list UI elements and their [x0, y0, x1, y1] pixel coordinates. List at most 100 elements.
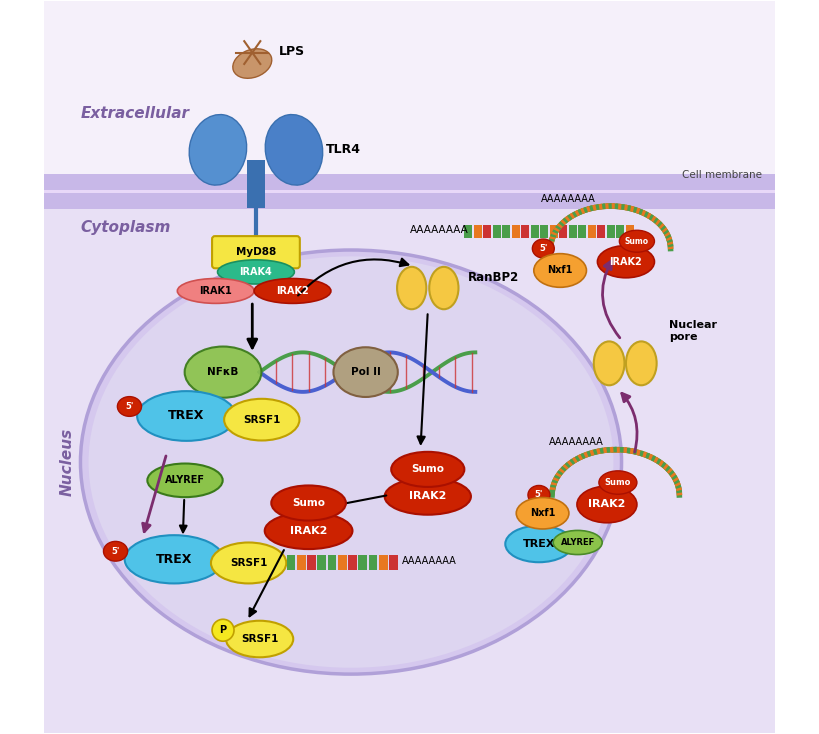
- Ellipse shape: [178, 278, 254, 303]
- Text: SRSF1: SRSF1: [243, 415, 280, 425]
- Text: Cytoplasm: Cytoplasm: [80, 219, 171, 235]
- Text: TLR4: TLR4: [325, 142, 360, 156]
- Ellipse shape: [117, 396, 142, 416]
- FancyBboxPatch shape: [550, 225, 558, 239]
- Text: IRAK2: IRAK2: [276, 286, 309, 296]
- FancyBboxPatch shape: [359, 555, 367, 570]
- Text: Sumo: Sumo: [625, 237, 649, 246]
- Text: Nxf1: Nxf1: [547, 266, 572, 275]
- Text: AAAAAAAA: AAAAAAAA: [541, 194, 596, 204]
- FancyBboxPatch shape: [44, 1, 775, 193]
- Ellipse shape: [429, 267, 459, 309]
- FancyBboxPatch shape: [578, 225, 586, 239]
- Text: NFκB: NFκB: [207, 367, 238, 377]
- Text: IRAK2: IRAK2: [290, 526, 328, 536]
- Ellipse shape: [577, 486, 637, 523]
- FancyBboxPatch shape: [522, 225, 529, 239]
- Text: Sumo: Sumo: [411, 465, 444, 474]
- FancyBboxPatch shape: [597, 225, 605, 239]
- Ellipse shape: [226, 621, 293, 657]
- Ellipse shape: [391, 452, 464, 487]
- FancyBboxPatch shape: [379, 555, 387, 570]
- Text: AAAAAAAA: AAAAAAAA: [410, 225, 468, 236]
- FancyBboxPatch shape: [307, 555, 316, 570]
- Text: Nuclear
pore: Nuclear pore: [669, 320, 717, 342]
- FancyBboxPatch shape: [44, 193, 775, 733]
- Text: RanBP2: RanBP2: [468, 271, 519, 284]
- FancyBboxPatch shape: [389, 555, 398, 570]
- FancyBboxPatch shape: [626, 225, 634, 239]
- FancyBboxPatch shape: [541, 225, 549, 239]
- Text: MyD88: MyD88: [236, 247, 276, 257]
- Ellipse shape: [528, 485, 550, 504]
- Text: Sumo: Sumo: [292, 498, 325, 508]
- FancyBboxPatch shape: [512, 225, 520, 239]
- Text: TREX: TREX: [523, 539, 555, 549]
- Text: Cell membrane: Cell membrane: [681, 170, 762, 181]
- Ellipse shape: [265, 115, 323, 185]
- FancyBboxPatch shape: [493, 225, 501, 239]
- Ellipse shape: [124, 535, 224, 584]
- Text: Extracellular: Extracellular: [80, 106, 189, 121]
- FancyBboxPatch shape: [348, 555, 357, 570]
- FancyBboxPatch shape: [328, 555, 337, 570]
- Text: AAAAAAAA: AAAAAAAA: [549, 437, 603, 446]
- FancyBboxPatch shape: [569, 225, 577, 239]
- Ellipse shape: [184, 346, 261, 398]
- FancyBboxPatch shape: [559, 225, 568, 239]
- FancyBboxPatch shape: [464, 225, 473, 239]
- FancyBboxPatch shape: [44, 174, 775, 190]
- Text: ALYREF: ALYREF: [560, 538, 595, 547]
- Ellipse shape: [333, 347, 398, 397]
- FancyBboxPatch shape: [474, 225, 482, 239]
- Text: P: P: [219, 625, 227, 635]
- FancyBboxPatch shape: [588, 225, 596, 239]
- Ellipse shape: [224, 399, 300, 440]
- Text: ALYREF: ALYREF: [165, 476, 205, 485]
- Ellipse shape: [88, 256, 613, 668]
- Text: 5': 5': [535, 490, 543, 499]
- Ellipse shape: [397, 267, 427, 309]
- Ellipse shape: [516, 498, 569, 529]
- Ellipse shape: [218, 260, 294, 284]
- Text: 5': 5': [539, 244, 547, 253]
- Text: 5': 5': [125, 402, 133, 411]
- FancyBboxPatch shape: [44, 193, 775, 209]
- FancyBboxPatch shape: [502, 225, 510, 239]
- Text: SRSF1: SRSF1: [230, 558, 267, 568]
- FancyBboxPatch shape: [338, 555, 346, 570]
- Text: 5': 5': [111, 547, 120, 556]
- Ellipse shape: [534, 254, 586, 287]
- Ellipse shape: [597, 246, 654, 277]
- FancyBboxPatch shape: [617, 225, 624, 239]
- Text: Sumo: Sumo: [604, 478, 631, 487]
- FancyBboxPatch shape: [318, 555, 326, 570]
- Text: Nxf1: Nxf1: [530, 508, 555, 518]
- FancyArrowPatch shape: [622, 393, 637, 452]
- FancyBboxPatch shape: [297, 555, 305, 570]
- FancyBboxPatch shape: [212, 236, 300, 269]
- Text: TREX: TREX: [156, 553, 192, 566]
- FancyBboxPatch shape: [607, 225, 615, 239]
- Ellipse shape: [147, 464, 223, 497]
- Ellipse shape: [594, 341, 624, 385]
- Ellipse shape: [233, 48, 272, 79]
- Ellipse shape: [189, 115, 247, 185]
- Text: LPS: LPS: [279, 45, 305, 58]
- Ellipse shape: [385, 478, 471, 515]
- Ellipse shape: [532, 239, 554, 258]
- FancyBboxPatch shape: [483, 225, 491, 239]
- Ellipse shape: [254, 278, 331, 303]
- Ellipse shape: [265, 512, 352, 549]
- Text: IRAK2: IRAK2: [609, 257, 642, 266]
- FancyBboxPatch shape: [531, 225, 539, 239]
- Text: TREX: TREX: [168, 410, 205, 423]
- Ellipse shape: [505, 526, 572, 562]
- Text: Nucleus: Nucleus: [60, 428, 75, 496]
- Text: IRAK1: IRAK1: [199, 286, 232, 296]
- Text: IRAK2: IRAK2: [410, 492, 446, 501]
- FancyBboxPatch shape: [287, 555, 296, 570]
- Text: IRAK4: IRAK4: [240, 267, 273, 277]
- FancyBboxPatch shape: [44, 190, 775, 193]
- Ellipse shape: [103, 542, 128, 561]
